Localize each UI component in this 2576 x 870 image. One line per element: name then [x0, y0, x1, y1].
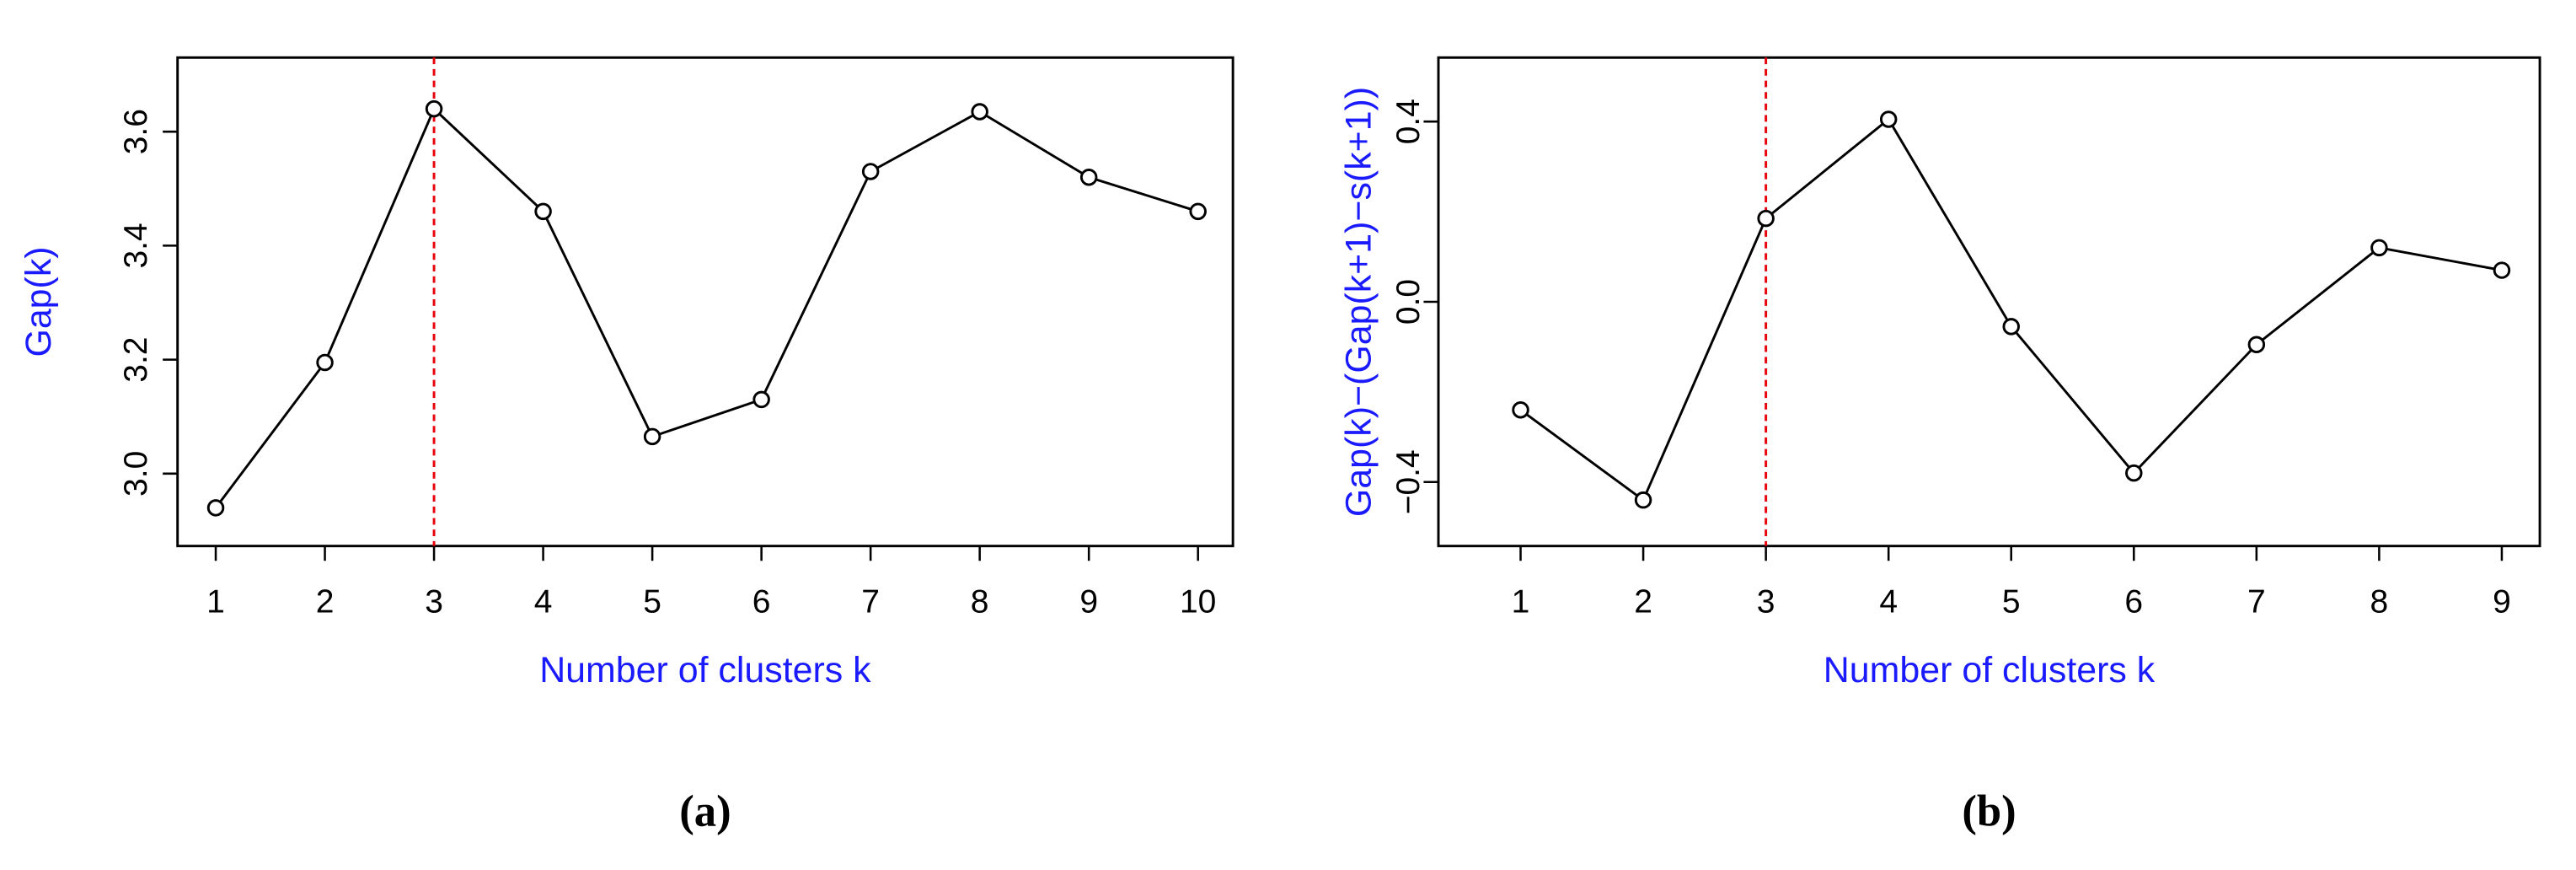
data-point	[643, 427, 661, 446]
y-tick-label: 0.0	[1390, 279, 1427, 325]
data-point	[752, 390, 770, 409]
y-tick-label: 3.2	[118, 336, 154, 382]
x-tick-label: 6	[2124, 583, 2143, 620]
x-tick-label: 5	[643, 583, 661, 620]
x-axis-label: Number of clusters k	[539, 650, 871, 690]
x-tick-label: 4	[1879, 583, 1898, 620]
x-tick-label: 9	[2493, 583, 2511, 620]
plot-frame	[1437, 56, 2541, 548]
x-tick-label: 6	[752, 583, 771, 620]
y-axis-label: Gap(k)−(Gap(k+1)−s(k+1))	[1339, 87, 1379, 517]
data-point	[206, 499, 225, 517]
data-point	[2125, 464, 2143, 482]
data-line	[1519, 117, 2503, 502]
plot-frame	[176, 56, 1234, 548]
data-point	[1757, 209, 1775, 228]
x-tick-label: 1	[206, 583, 225, 620]
x-tick-label: 7	[2247, 583, 2266, 620]
x-tick-label: 5	[2002, 583, 2021, 620]
x-tick-label: 4	[534, 583, 553, 620]
data-point	[1512, 401, 1529, 419]
data-point	[861, 163, 880, 180]
x-tick-label: 2	[316, 583, 335, 620]
x-tick-label: 10	[1180, 583, 1216, 620]
y-tick-label: −0.4	[1390, 449, 1427, 514]
data-point	[971, 103, 988, 121]
y-tick-label: 3.4	[118, 223, 154, 268]
x-tick-label: 9	[1079, 583, 1098, 620]
x-tick-label: 7	[861, 583, 880, 620]
x-tick-label: 1	[1512, 583, 1530, 620]
data-point	[1879, 110, 1898, 128]
panel-label: (b)	[1962, 787, 2016, 836]
data-point	[425, 99, 443, 118]
x-tick-label: 8	[971, 583, 989, 620]
y-tick-label: 3.6	[118, 109, 154, 154]
x-tick-label: 2	[1634, 583, 1652, 620]
x-tick-label: 8	[2370, 583, 2389, 620]
y-tick-label: 0.4	[1390, 99, 1427, 144]
data-line	[214, 106, 1199, 509]
data-point	[316, 353, 334, 372]
data-point	[2370, 239, 2388, 257]
data-point	[1189, 202, 1207, 221]
x-tick-label: 3	[1757, 583, 1775, 620]
panel-label: (a)	[679, 787, 731, 836]
x-tick-label: 3	[425, 583, 443, 620]
data-point	[2247, 336, 2266, 354]
y-axis-label: Gap(k)	[19, 246, 59, 357]
y-tick-label: 3.0	[118, 451, 154, 497]
x-axis-label: Number of clusters k	[1824, 650, 2156, 690]
data-point	[2002, 318, 2020, 336]
data-point	[2493, 261, 2511, 279]
data-point	[534, 202, 552, 221]
data-point	[1634, 491, 1652, 509]
data-point	[1079, 169, 1098, 186]
